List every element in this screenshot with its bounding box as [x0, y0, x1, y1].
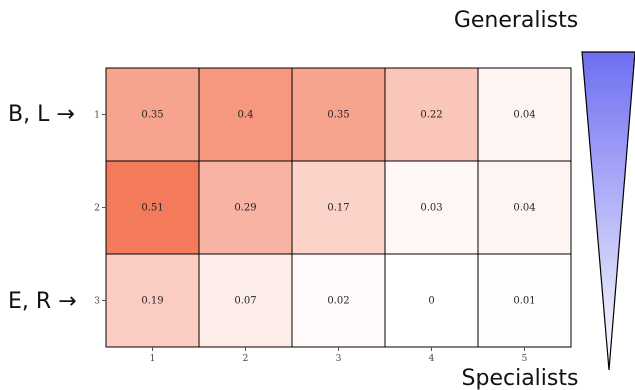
cell-value-label-r3-c1: 0.19: [141, 296, 163, 307]
row-3-marker: E, R →: [8, 289, 77, 314]
heatmap-cell-r3-c2: [198, 253, 293, 348]
cell-value-label-r3-c3: 0.02: [327, 296, 349, 307]
axis-ticks: 1 2 3 1 2 3 4 5: [94, 111, 527, 365]
specialization-gradient-triangle: [581, 51, 635, 371]
heatmap-cell-r1-c5: [477, 67, 572, 162]
cell-value-label-r1-c2: 0.4: [238, 110, 254, 121]
x-tick-label-4: 4: [429, 354, 435, 364]
cell-value-label-r3-c5: 0.01: [513, 296, 535, 307]
heatmap-cell-r3-c4: [384, 253, 479, 348]
x-tick-label-2: 2: [243, 354, 249, 364]
x-tick-label-3: 3: [336, 354, 342, 364]
cell-value-label-r3-c4: 0: [428, 296, 434, 307]
cell-value-label-r2-c1: 0.51: [141, 203, 163, 214]
heatmap-cell-r1-c3: [291, 67, 386, 162]
cell-value-label-r3-c2: 0.07: [234, 296, 256, 307]
specialists-label: Specialists: [462, 366, 579, 390]
heatmap-cell-r1-c2: [198, 67, 293, 162]
cell-value-label-r1-c3: 0.35: [327, 110, 349, 121]
heatmap-cell-r1-c4: [384, 67, 479, 162]
cell-value-label-r2-c5: 0.04: [513, 203, 535, 214]
cell-value-label-r2-c4: 0.03: [420, 203, 442, 214]
heatmap-cell-r3-c5: [477, 253, 572, 348]
cell-value-label-r1-c5: 0.04: [513, 110, 535, 121]
y-tick-label-1: 1: [94, 111, 100, 121]
x-tick-label-5: 5: [522, 354, 528, 364]
cell-value-label-r2-c2: 0.29: [234, 203, 256, 214]
heatmap-cell-r2-c3: [291, 160, 386, 255]
heatmap-cells: 0.35 0.4 0.35 0.22 0.04 0.51 0.29 0.17 0.03 0.04 0…: [105, 67, 572, 348]
y-tick-label-3: 3: [94, 297, 100, 307]
cell-value-label-r1-c1: 0.35: [141, 110, 163, 121]
cell-value-label-r1-c4: 0.22: [420, 110, 442, 121]
heatmap-cell-r2-c1: [105, 160, 200, 255]
heatmap-cell-r3-c3: [291, 253, 386, 348]
y-tick-label-2: 2: [94, 204, 100, 214]
heatmap-cell-r2-c5: [477, 160, 572, 255]
row-1-marker: B, L →: [8, 102, 75, 127]
cell-value-label-r2-c3: 0.17: [327, 203, 349, 214]
generalists-label: Generalists: [454, 8, 578, 33]
heatmap-cell-r1-c1: [105, 67, 200, 162]
x-tick-label-1: 1: [150, 354, 156, 364]
